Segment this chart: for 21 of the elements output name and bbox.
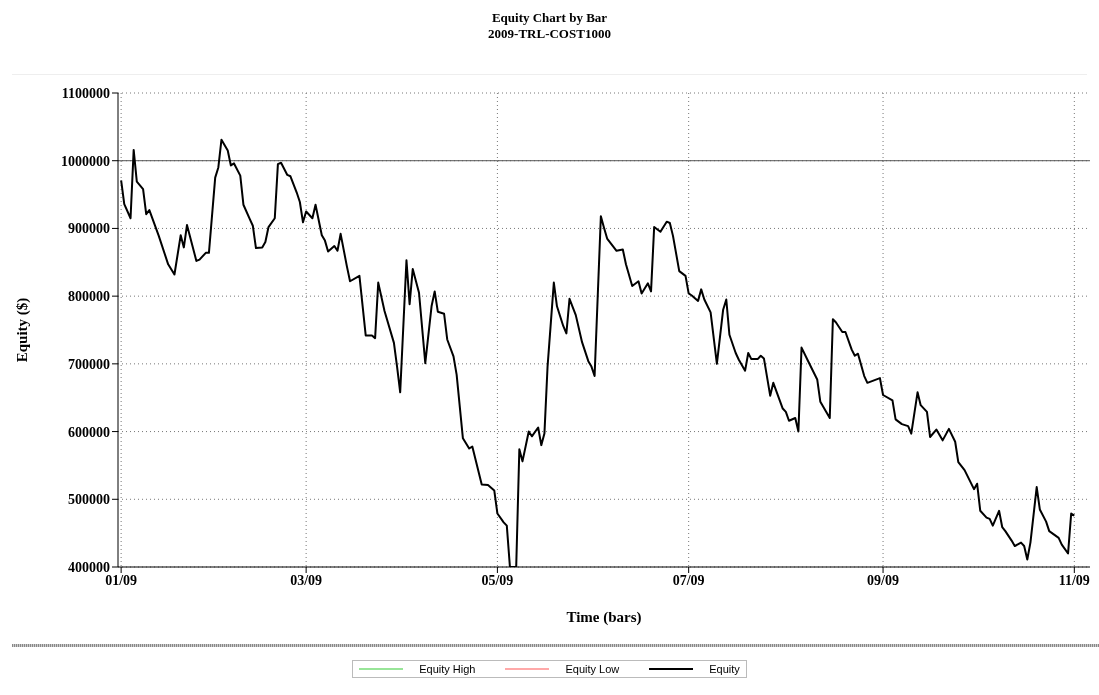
legend-label: Equity High [419, 663, 476, 675]
legend-label: Equity Low [565, 663, 620, 675]
y-tick-label: 700000 [68, 356, 110, 372]
y-tick-label: 1100000 [61, 85, 110, 101]
x-tick-label: 01/09 [105, 572, 138, 588]
y-tick-label: 600000 [68, 424, 110, 440]
y-tick-label: 500000 [68, 492, 110, 508]
x-tick-label: 07/09 [672, 572, 705, 588]
y-axis-title: Equity ($) [14, 297, 32, 363]
x-tick-label: 11/09 [1058, 572, 1090, 588]
x-tick-label: 09/09 [867, 572, 899, 588]
legend-label: Equity [709, 663, 740, 675]
x-tick-label: 03/09 [290, 572, 323, 588]
x-tick-label: 05/09 [481, 572, 514, 588]
y-tick-label: 1000000 [61, 153, 110, 169]
chart-subtitle: 2009-TRL-COST1000 [487, 26, 612, 42]
y-tick-label: 800000 [68, 289, 110, 305]
y-tick-label: 400000 [68, 559, 110, 575]
chart-title: Equity Chart by Bar [490, 10, 609, 26]
y-tick-label: 900000 [68, 221, 110, 237]
x-axis-title: Time (bars) [566, 609, 642, 626]
